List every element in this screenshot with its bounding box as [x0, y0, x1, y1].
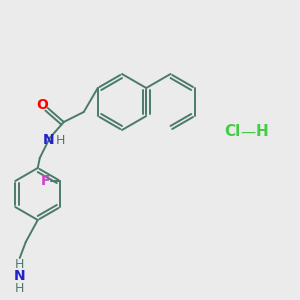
Text: F: F [40, 174, 50, 188]
Text: H: H [15, 281, 24, 295]
Text: —: — [240, 124, 256, 140]
Text: N: N [43, 133, 55, 147]
Text: N: N [14, 269, 26, 283]
Text: H: H [56, 134, 65, 146]
Text: H: H [256, 124, 268, 140]
Text: O: O [36, 98, 48, 112]
Text: Cl: Cl [224, 124, 240, 140]
Text: H: H [15, 257, 24, 271]
